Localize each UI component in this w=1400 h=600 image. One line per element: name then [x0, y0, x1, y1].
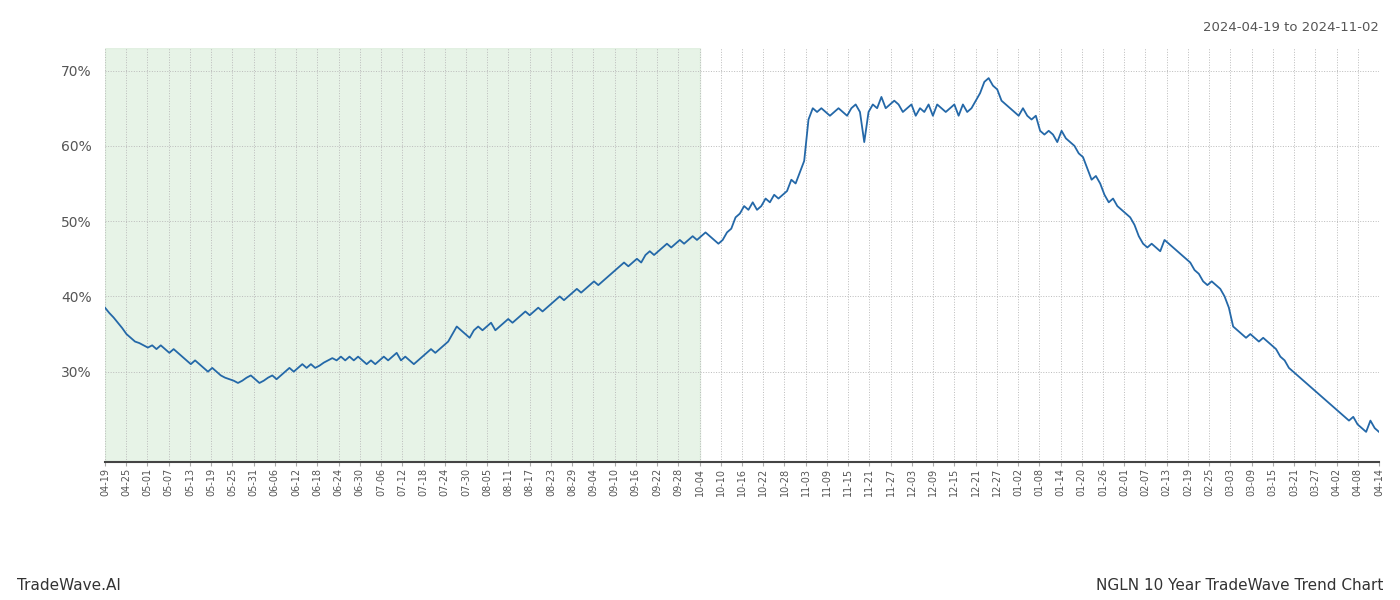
- Bar: [105, 48, 700, 462]
- Text: NGLN 10 Year TradeWave Trend Chart: NGLN 10 Year TradeWave Trend Chart: [1096, 578, 1383, 593]
- Text: 2024-04-19 to 2024-11-02: 2024-04-19 to 2024-11-02: [1203, 21, 1379, 34]
- Text: TradeWave.AI: TradeWave.AI: [17, 578, 120, 593]
